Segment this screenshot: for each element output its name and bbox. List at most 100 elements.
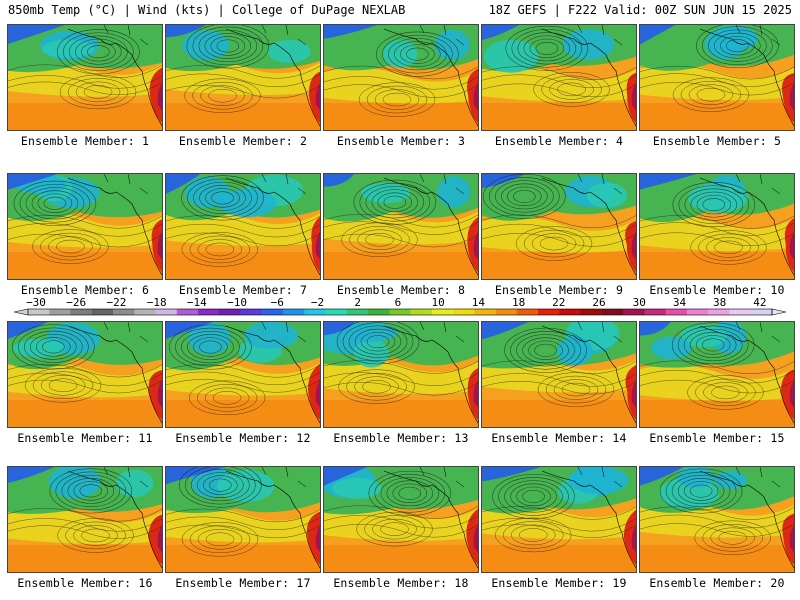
map-title: 850mb Temp (°C) | Wind (kts) | College o… [8,3,406,17]
temperature-map [166,467,320,572]
colorbar-tick-label: 6 [395,296,402,309]
run-valid-time: 18Z GEFS | F222 Valid: 00Z SUN JUN 15 20… [488,3,792,17]
ensemble-map-panel [165,466,321,573]
ensemble-member-label: Ensemble Member: 10 [649,283,785,297]
ensemble-member-label: Ensemble Member: 18 [333,576,469,590]
temperature-map [324,467,478,572]
temperature-map [640,25,794,130]
colorbar-swatch [729,309,752,315]
colorbar-tick-label: −30 [26,296,46,309]
temperature-map [640,174,794,279]
colorbar-tick-label: −26 [66,296,86,309]
ensemble-map-panel [481,24,637,131]
ensemble-map-panel [481,466,637,573]
colorbar-tick-label: 42 [753,296,766,309]
colorbar-swatch [113,309,135,315]
ensemble-map-panel [165,173,321,280]
temperature-map [324,25,478,130]
colorbar-swatch [453,309,475,315]
colorbar-min-arrow [13,308,29,316]
colorbar-swatch [325,309,348,315]
colorbar-graphic: −30 −26 −22 −18 −14 −10 −6 −2 2 6 10 14 18 22 26 30 34 38… [13,296,787,316]
ensemble-map-panel [481,173,637,280]
colorbar-swatch [219,309,241,315]
ensemble-map-panel [165,24,321,131]
ensemble-member-label: Ensemble Member: 17 [175,576,311,590]
colorbar-swatch [644,309,667,315]
colorbar-swatch [155,309,178,315]
colorbar-tick-label: 18 [512,296,525,309]
temperature-map [8,174,162,279]
ensemble-map-panel [639,173,795,280]
colorbar-tick-label: −2 [311,296,324,309]
ensemble-member-label: Ensemble Member: 20 [649,576,785,590]
colorbar-tick-label: 30 [633,296,646,309]
temperature-map [8,322,162,427]
temperature-map [8,467,162,572]
colorbar-swatch [176,309,199,315]
colorbar-swatch [601,309,624,315]
colorbar-swatch [495,309,518,315]
colorbar-swatch [474,309,496,315]
ensemble-member-label: Ensemble Member: 14 [491,431,627,445]
ensemble-member-label: Ensemble Member: 8 [336,283,466,297]
colorbar-tick-label: −14 [187,296,207,309]
colorbar-swatch [410,309,433,315]
ensemble-member-label: Ensemble Member: 9 [494,283,624,297]
colorbar-max-arrow [771,308,787,316]
colorbar-swatch [346,309,369,315]
ensemble-map-panel [639,24,795,131]
colorbar-swatch [70,309,93,315]
temperature-map [166,174,320,279]
colorbar-tick-label: 10 [432,296,445,309]
colorbar-tick-label: 34 [673,296,687,309]
colorbar-swatch [283,309,305,315]
colorbar-swatch [28,309,50,315]
ensemble-member-label: Ensemble Member: 3 [336,134,466,148]
temperature-colorbar: −30 −26 −22 −18 −14 −10 −6 −2 2 6 10 14 18 22 26 30 34 38… [6,296,794,318]
ensemble-map-panel [323,173,479,280]
ensemble-map-panel [7,173,163,280]
ensemble-map-panel [323,321,479,428]
ensemble-map-panel [481,321,637,428]
ensemble-member-label: Ensemble Member: 7 [178,283,308,297]
colorbar-swatch [708,309,730,315]
ensemble-map-panel [7,24,163,131]
ensemble-map-panel [639,321,795,428]
colorbar-swatch [198,309,220,315]
colorbar-tick-label: −18 [147,296,167,309]
colorbar-tick-label: −10 [227,296,247,309]
colorbar-tick-label: −22 [106,296,126,309]
ensemble-member-label: Ensemble Member: 15 [649,431,785,445]
temperature-map [482,322,636,427]
colorbar-swatch [750,309,773,315]
temperature-map [640,467,794,572]
ensemble-map-panel [7,466,163,573]
colorbar-swatch [686,309,709,315]
colorbar-swatch [559,309,581,315]
ensemble-member-label: Ensemble Member: 1 [20,134,150,148]
ensemble-member-label: Ensemble Member: 6 [20,283,150,297]
colorbar-swatch [516,309,539,315]
temperature-map [324,174,478,279]
colorbar-swatch [665,309,688,315]
ensemble-member-label: Ensemble Member: 2 [178,134,308,148]
temperature-map [640,322,794,427]
temperature-map [482,467,636,572]
colorbar-swatch [304,309,326,315]
colorbar-swatch [240,309,263,315]
colorbar-swatch [91,309,114,315]
colorbar-swatch [389,309,411,315]
ensemble-map-panel [7,321,163,428]
ensemble-map-panel [639,466,795,573]
temperature-map [482,174,636,279]
colorbar-tick-label: 26 [592,296,605,309]
temperature-map [166,322,320,427]
colorbar-tick-label: −6 [271,296,284,309]
temperature-map [8,25,162,130]
ensemble-member-label: Ensemble Member: 5 [652,134,782,148]
colorbar-swatch [134,309,156,315]
colorbar-swatch [623,309,645,315]
colorbar-tick-label: 14 [472,296,486,309]
